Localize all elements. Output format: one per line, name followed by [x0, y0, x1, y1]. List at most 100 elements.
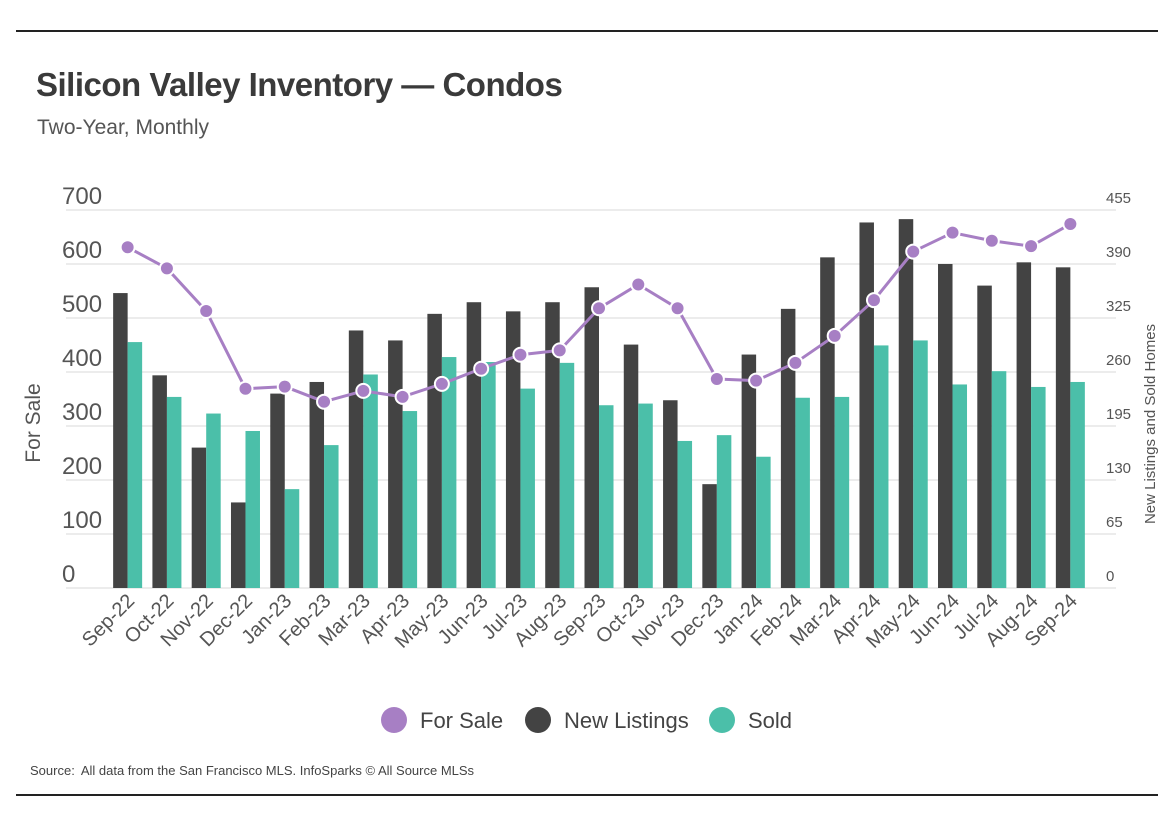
bar-sold-jun-24	[952, 384, 968, 588]
bar-sold-jul-23	[520, 388, 535, 588]
legend-label-sold: Sold	[748, 708, 792, 733]
bar-sold-oct-22	[166, 396, 182, 588]
left-tick-label: 0	[62, 561, 75, 588]
legend-label-for-sale: For Sale	[420, 708, 503, 733]
point-for-sale-jul-24	[983, 232, 1000, 249]
legend-dot-sold	[709, 707, 735, 733]
bar-new-listings-may-24	[898, 219, 914, 588]
point-for-sale-apr-23	[394, 388, 411, 405]
bar-sold-may-24	[913, 340, 928, 588]
bar-new-listings-sep-24	[1055, 267, 1071, 588]
point-for-sale-aug-24	[1023, 238, 1040, 255]
bar-new-listings-jan-24	[741, 354, 757, 588]
left-axis-label: For Sale	[22, 383, 45, 462]
right-tick-label: 130	[1106, 460, 1131, 477]
point-for-sale-feb-24	[787, 354, 804, 371]
bar-sold-may-23	[441, 357, 457, 588]
right-axis-label: New Listings and Sold Homes	[1142, 324, 1159, 524]
chart-subtitle: Two-Year, Monthly	[37, 116, 209, 139]
point-for-sale-jun-24	[944, 224, 961, 241]
left-tick-label: 500	[62, 291, 102, 318]
left-tick-label: 700	[62, 183, 102, 210]
bar-sold-oct-23	[638, 403, 653, 588]
bar-new-listings-oct-22	[152, 375, 167, 588]
bar-new-listings-apr-24	[859, 222, 874, 588]
source-label: Source:	[30, 763, 75, 778]
bar-new-listings-may-23	[427, 313, 442, 588]
bar-sold-nov-22	[206, 413, 221, 588]
bar-new-listings-aug-24	[1016, 262, 1032, 588]
point-for-sale-sep-22	[119, 239, 136, 256]
left-tick-label: 200	[62, 453, 102, 480]
point-for-sale-jan-23	[276, 378, 293, 395]
bar-sold-dec-22	[245, 430, 260, 588]
legend-dot-new-listings	[525, 707, 551, 733]
bar-new-listings-jan-23	[270, 393, 285, 588]
point-for-sale-sep-23	[591, 300, 607, 317]
right-tick-label: 195	[1106, 406, 1131, 423]
for-sale-line	[119, 216, 1079, 410]
point-for-sale-jan-24	[748, 372, 765, 389]
bar-sold-jun-23	[481, 362, 496, 588]
bar-new-listings-jul-23	[505, 311, 521, 588]
bar-sold-aug-24	[1031, 386, 1046, 588]
right-tick-label: 390	[1106, 244, 1131, 261]
inventory-chart: 0 100 200 300 400 500 600 700 0 65 130 195 260 325 39…	[22, 183, 1159, 733]
bar-new-listings-dec-22	[230, 502, 246, 588]
bar-sold-jul-24	[991, 371, 1007, 588]
chart-title: Silicon Valley Inventory — Condos	[36, 66, 563, 103]
bar-sold-jan-23	[284, 489, 300, 588]
bar-new-listings-apr-23	[388, 340, 403, 588]
point-for-sale-oct-22	[158, 260, 175, 277]
bar-new-listings-sep-22	[113, 293, 128, 588]
point-for-sale-mar-23	[355, 382, 372, 399]
x-axis-labels: Sep-22Oct-22Nov-22Dec-22Jan-23Feb-23Mar-…	[78, 590, 1082, 653]
bar-new-listings-nov-23	[663, 400, 678, 588]
bar-sold-apr-23	[402, 411, 418, 588]
bar-sold-jan-24	[756, 456, 771, 588]
left-tick-label: 400	[62, 345, 102, 372]
source-note: Source: All data from the San Francisco M…	[30, 763, 474, 778]
legend-item-for-sale: For Sale	[381, 707, 503, 733]
left-tick-label: 300	[62, 399, 102, 426]
legend-item-new-listings: New Listings	[525, 707, 689, 733]
bar-sold-mar-23	[363, 374, 378, 588]
right-tick-label: 455	[1106, 190, 1131, 207]
bar-new-listings-dec-23	[702, 484, 717, 588]
point-for-sale-jul-23	[512, 346, 529, 363]
legend-item-sold: Sold	[709, 707, 792, 733]
bar-sold-mar-24	[834, 396, 850, 588]
top-rule	[16, 30, 1158, 32]
bar-new-listings-mar-23	[348, 330, 364, 588]
bar-new-listings-mar-24	[820, 257, 835, 588]
bar-sold-dec-23	[716, 435, 732, 588]
bar-new-listings-jul-24	[977, 285, 992, 588]
point-for-sale-dec-23	[708, 371, 725, 388]
right-axis-ticks: 0 65 130 195 260 325 390 455	[1106, 190, 1131, 585]
bar-sold-aug-23	[559, 362, 575, 588]
bottom-rule	[16, 794, 1158, 796]
point-for-sale-mar-24	[826, 327, 843, 344]
bar-sold-nov-23	[677, 440, 693, 588]
bar-new-listings-jun-24	[938, 264, 953, 588]
bar-sold-sep-23	[599, 405, 614, 588]
right-tick-label: 325	[1106, 298, 1131, 315]
point-for-sale-aug-23	[551, 342, 568, 359]
point-for-sale-dec-22	[237, 380, 254, 397]
bar-sold-sep-22	[127, 342, 143, 588]
point-for-sale-oct-23	[630, 276, 647, 293]
bar-new-listings-feb-23	[309, 381, 325, 588]
bar-new-listings-aug-23	[545, 302, 560, 588]
point-for-sale-may-23	[433, 375, 450, 392]
bar-new-listings-feb-24	[780, 308, 796, 588]
point-for-sale-apr-24	[865, 292, 882, 309]
bar-sold-sep-24	[1070, 381, 1085, 588]
legend-dot-for-sale	[381, 707, 407, 733]
bar-new-listings-jun-23	[466, 302, 482, 588]
point-for-sale-nov-22	[198, 302, 215, 319]
point-for-sale-nov-23	[669, 300, 686, 317]
bar-sold-apr-24	[873, 345, 889, 588]
legend-label-new-listings: New Listings	[564, 708, 689, 733]
point-for-sale-feb-23	[316, 393, 333, 410]
bar-new-listings-oct-23	[623, 344, 639, 588]
